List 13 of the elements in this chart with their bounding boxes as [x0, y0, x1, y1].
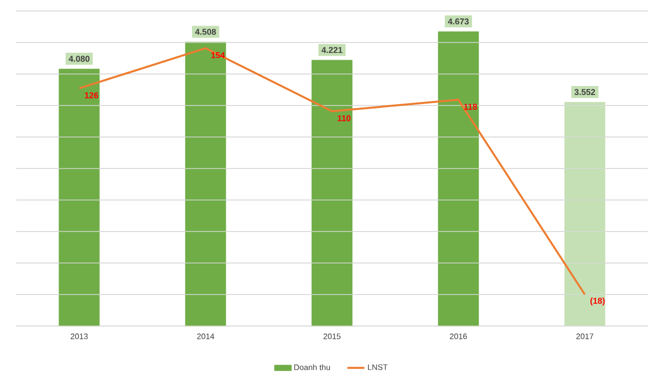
bar	[438, 31, 479, 326]
bar	[58, 68, 100, 326]
data-label: 126	[84, 92, 98, 98]
data-label: (18)	[590, 298, 605, 306]
data-label: 3.552	[574, 89, 596, 96]
bar	[185, 42, 226, 326]
data-label: 4.673	[448, 18, 469, 24]
data-label: 110	[338, 115, 351, 122]
bar	[312, 60, 352, 326]
data-label: 4.508	[195, 28, 216, 35]
bar	[564, 102, 606, 326]
data-label: 4.221	[322, 46, 342, 53]
data-label: 4.080	[68, 56, 90, 62]
